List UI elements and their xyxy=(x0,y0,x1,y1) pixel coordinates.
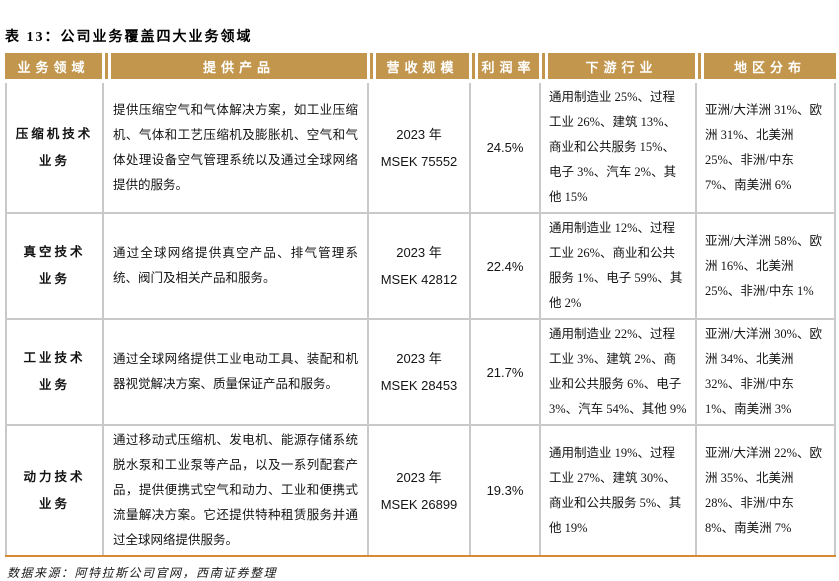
revenue-amount: MSEK 75552 xyxy=(380,153,458,169)
col-header-downstream: 下游行业 xyxy=(539,53,695,83)
table-row-compressor: 压缩机技术 业务 提供压缩空气和气体解决方案，如工业压缩机、气体和工艺压缩机及膨… xyxy=(5,83,836,212)
business-field-line1: 压缩机技术 xyxy=(15,126,94,141)
cell-products: 通过全球网络提供工业电动工具、装配和机器视觉解决方案、质量保证产品和服务。 xyxy=(102,318,367,424)
business-field-line1: 真空技术 xyxy=(23,245,86,259)
cell-revenue: 2023 年 MSEK 28453 xyxy=(367,318,469,424)
cell-products: 通过全球网络提供真空产品、排气管理系统、阀门及相关产品和服务。 xyxy=(102,212,367,318)
cell-profit-margin: 21.7% xyxy=(469,318,539,424)
cell-profit-margin: 19.3% xyxy=(469,424,539,555)
cell-regions: 亚洲/大洋洲 58%、欧洲 16%、北美洲 25%、非洲/中东 1% xyxy=(695,212,836,318)
cell-downstream: 通用制造业 22%、过程工业 3%、建筑 2%、商业和公共服务 6%、电子 3%… xyxy=(539,318,695,424)
business-field-line2: 业务 xyxy=(38,378,70,392)
cell-products: 提供压缩空气和气体解决方案，如工业压缩机、气体和工艺压缩机及膨胀机、空气和气体处… xyxy=(102,83,367,212)
cell-downstream: 通用制造业 19%、过程工业 27%、建筑 30%、商业和公共服务 5%、其他 … xyxy=(539,424,695,555)
cell-business-field: 工业技术 业务 xyxy=(5,318,102,424)
revenue-year: 2023 年 xyxy=(396,245,442,260)
business-field-line2: 业务 xyxy=(38,153,70,168)
revenue-year: 2023 年 xyxy=(396,351,442,366)
data-source-note: 数据来源：阿特拉斯公司官网，西南证券整理 xyxy=(7,566,278,580)
business-field-line1: 动力技术 xyxy=(23,469,86,484)
cell-revenue: 2023 年 MSEK 75552 xyxy=(367,83,469,212)
cell-regions: 亚洲/大洋洲 30%、欧洲 34%、北美洲 32%、非洲/中东 1%、南美洲 3… xyxy=(695,318,836,424)
revenue-amount: MSEK 42812 xyxy=(380,272,458,287)
cell-products: 通过移动式压缩机、发电机、能源存储系统脱水泵和工业泵等产品，以及一系列配套产品，… xyxy=(102,424,367,555)
col-header-business-field: 业务领域 xyxy=(5,53,102,83)
revenue-year: 2023 年 xyxy=(396,126,442,142)
revenue-amount: MSEK 28453 xyxy=(380,378,458,393)
col-header-products: 提供产品 xyxy=(102,53,367,83)
col-header-profit-margin: 利润率 xyxy=(469,53,539,83)
business-field-line2: 业务 xyxy=(38,496,70,511)
revenue-year: 2023 年 xyxy=(396,469,442,485)
cell-regions: 亚洲/大洋洲 22%、欧洲 35%、北美洲 28%、非洲/中东 8%、南美洲 7… xyxy=(695,424,836,555)
table-row-industrial: 工业技术 业务 通过全球网络提供工业电动工具、装配和机器视觉解决方案、质量保证产… xyxy=(5,318,836,424)
table-title: 表 13：公司业务覆盖四大业务领域 xyxy=(5,30,253,45)
table-header-row: 业务领域 提供产品 营收规模 利润率 下游行业 地区分布 xyxy=(5,53,836,83)
cell-profit-margin: 24.5% xyxy=(469,83,539,212)
business-field-line1: 工业技术 xyxy=(23,351,86,365)
cell-regions: 亚洲/大洋洲 31%、欧洲 31%、北美洲 25%、非洲/中东 7%、南美洲 6… xyxy=(695,83,836,212)
business-field-line2: 业务 xyxy=(38,272,70,286)
cell-revenue: 2023 年 MSEK 26899 xyxy=(367,424,469,555)
cell-business-field: 动力技术 业务 xyxy=(5,424,102,555)
business-segments-table: 业务领域 提供产品 营收规模 利润率 下游行业 地区分布 压缩机技术 业务 提供… xyxy=(5,53,836,557)
col-header-revenue: 营收规模 xyxy=(367,53,469,83)
cell-profit-margin: 22.4% xyxy=(469,212,539,318)
cell-business-field: 压缩机技术 业务 xyxy=(5,83,102,212)
cell-downstream: 通用制造业 12%、过程工业 26%、商业和公共服务 1%、电子 59%、其他 … xyxy=(539,212,695,318)
cell-downstream: 通用制造业 25%、过程工业 26%、建筑 13%、商业和公共服务 15%、电子… xyxy=(539,83,695,212)
table-row-vacuum: 真空技术 业务 通过全球网络提供真空产品、排气管理系统、阀门及相关产品和服务。 … xyxy=(5,212,836,318)
table-row-power: 动力技术 业务 通过移动式压缩机、发电机、能源存储系统脱水泵和工业泵等产品，以及… xyxy=(5,424,836,555)
cell-business-field: 真空技术 业务 xyxy=(5,212,102,318)
cell-revenue: 2023 年 MSEK 42812 xyxy=(367,212,469,318)
revenue-amount: MSEK 26899 xyxy=(380,496,458,512)
col-header-regions: 地区分布 xyxy=(695,53,836,83)
